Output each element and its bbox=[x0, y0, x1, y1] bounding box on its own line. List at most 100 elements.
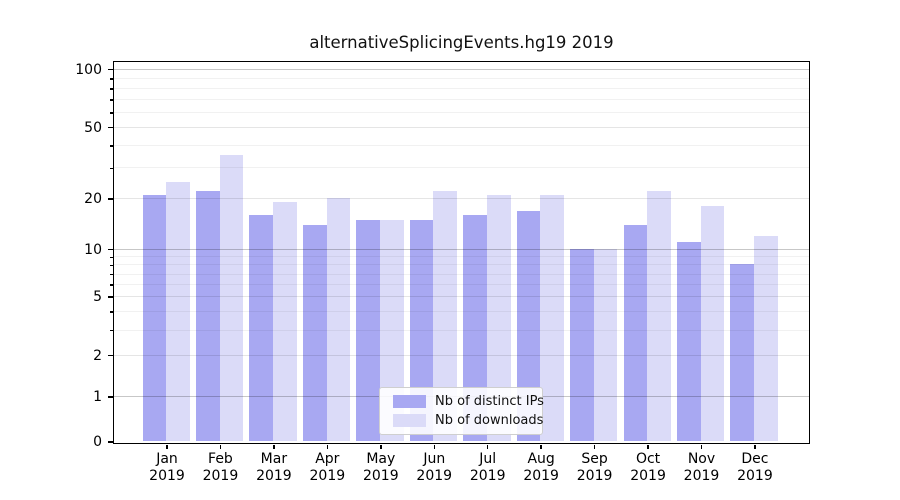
x-axis-tick-label-aug: Aug 2019 bbox=[509, 451, 573, 485]
x-axis-month-text: Apr bbox=[315, 451, 340, 467]
x-axis-tick-label-sep: Sep 2019 bbox=[563, 451, 627, 485]
y-axis-tick-label-20: 20 bbox=[84, 191, 102, 208]
chart-title: alternativeSplicingEvents.hg19 2019 bbox=[309, 33, 614, 52]
x-axis-year-text: 2019 bbox=[149, 468, 185, 484]
bar-may-ips bbox=[356, 219, 380, 442]
x-axis-tick-label-oct: Oct 2019 bbox=[616, 451, 680, 485]
gridline-50 bbox=[114, 126, 809, 128]
y-axis-minor-tick-80 bbox=[110, 88, 113, 90]
y-axis-minor-tick-40 bbox=[110, 145, 113, 147]
y-axis-tick-100 bbox=[108, 68, 113, 71]
y-axis-minor-tick-4 bbox=[110, 311, 113, 313]
gridline-10 bbox=[114, 248, 809, 250]
plot-area: Nb of distinct IPs Nb of downloads bbox=[113, 61, 810, 444]
x-axis-month-text: Jan bbox=[156, 451, 178, 467]
x-axis-tick-feb bbox=[219, 444, 222, 449]
x-axis-tick-mar bbox=[273, 444, 275, 449]
gridline-minor-90 bbox=[114, 77, 809, 79]
x-axis-tick-sep bbox=[593, 444, 596, 449]
x-axis-month-text: Mar bbox=[260, 451, 288, 467]
gridline-minor-7 bbox=[114, 273, 809, 275]
gridline-minor-4 bbox=[114, 311, 809, 312]
x-axis-month-text: Feb bbox=[208, 451, 233, 467]
x-axis-tick-may bbox=[380, 444, 382, 449]
x-axis-year-text: 2019 bbox=[362, 468, 399, 484]
gridline-100 bbox=[114, 68, 809, 70]
x-axis-tick-oct bbox=[647, 444, 649, 449]
x-axis-year-text: 2019 bbox=[309, 468, 346, 484]
y-axis-tick-label-50: 50 bbox=[84, 119, 102, 136]
x-axis-tick-dec bbox=[754, 444, 756, 449]
y-axis-minor-tick-3 bbox=[110, 329, 113, 332]
bar-may-downloads bbox=[380, 219, 404, 442]
x-axis-month-text: Aug bbox=[527, 451, 555, 467]
bar-oct-downloads bbox=[647, 191, 671, 442]
y-axis-minor-tick-90 bbox=[110, 78, 113, 80]
gridline-minor-6 bbox=[114, 284, 809, 286]
gridline-minor-60 bbox=[114, 111, 809, 113]
y-axis-tick-50 bbox=[108, 126, 113, 129]
legend-row-distinct-ips: Nb of distinct IPs bbox=[380, 393, 544, 409]
gridline-minor-9 bbox=[114, 256, 809, 258]
gridline-minor-3 bbox=[114, 329, 809, 331]
x-axis-tick-label-feb: Feb 2019 bbox=[188, 451, 252, 485]
x-axis-tick-label-dec: Dec 2019 bbox=[723, 451, 787, 485]
x-axis-month-text: Nov bbox=[687, 451, 716, 467]
x-axis-tick-label-apr: Apr 2019 bbox=[295, 451, 359, 485]
bar-aug-ips bbox=[516, 210, 541, 442]
y-axis-minor-tick-8 bbox=[110, 264, 113, 267]
bar-nov-ips bbox=[677, 242, 701, 442]
bar-apr-ips bbox=[302, 224, 327, 442]
y-axis-minor-tick-9 bbox=[110, 256, 113, 259]
y-axis-minor-tick-60 bbox=[110, 112, 113, 114]
x-axis-tick-label-nov: Nov 2019 bbox=[670, 451, 734, 485]
x-axis-tick-label-mar: Mar 2019 bbox=[242, 451, 306, 485]
bar-jun-downloads bbox=[433, 191, 458, 442]
x-axis-year-text: 2019 bbox=[469, 468, 506, 484]
x-axis-month-text: Sep bbox=[581, 451, 608, 467]
x-axis-tick-label-jul: Jul 2019 bbox=[456, 451, 520, 485]
x-axis-tick-label-jan: Jan 2019 bbox=[135, 451, 199, 485]
bar-dec-ips bbox=[730, 264, 755, 442]
y-axis-tick-10 bbox=[108, 248, 113, 251]
y-axis-minor-tick-7 bbox=[110, 273, 113, 276]
x-axis-month-text: Oct bbox=[635, 451, 661, 467]
bar-oct-ips bbox=[623, 224, 648, 442]
y-axis-tick-0 bbox=[108, 441, 113, 443]
bar-sep-downloads bbox=[593, 248, 618, 442]
bar-jul-ips bbox=[463, 215, 487, 442]
y-axis-minor-tick-70 bbox=[110, 99, 113, 101]
bar-jan-downloads bbox=[166, 181, 190, 442]
x-axis-tick-label-may: May 2019 bbox=[349, 451, 413, 485]
legend-label-distinct-ips: Nb of distinct IPs bbox=[435, 393, 544, 409]
legend-label-downloads: Nb of downloads bbox=[435, 412, 544, 428]
bar-jul-downloads bbox=[486, 194, 511, 442]
gridline-20 bbox=[114, 198, 809, 200]
bar-jan-ips bbox=[142, 194, 167, 442]
bar-feb-downloads bbox=[219, 155, 244, 442]
x-axis-tick-aug bbox=[540, 444, 542, 449]
x-axis-tick-apr bbox=[326, 444, 329, 449]
x-axis-year-text: 2019 bbox=[630, 468, 666, 484]
y-axis-tick-label-5: 5 bbox=[93, 289, 102, 306]
bar-dec-downloads bbox=[754, 235, 778, 442]
y-axis-tick-1 bbox=[108, 396, 113, 398]
x-axis-month-text: May bbox=[366, 451, 396, 467]
x-axis-year-text: 2019 bbox=[202, 468, 239, 484]
gridline-5 bbox=[114, 296, 809, 298]
gridline-minor-70 bbox=[114, 99, 809, 101]
y-axis-tick-20 bbox=[108, 198, 113, 200]
y-axis-tick-5 bbox=[108, 296, 113, 298]
bar-nov-downloads bbox=[700, 206, 725, 442]
bar-aug-downloads bbox=[540, 194, 565, 442]
bar-sep-ips bbox=[570, 248, 594, 442]
y-axis-tick-2 bbox=[108, 354, 113, 357]
y-axis-minor-tick-6 bbox=[110, 284, 113, 286]
bar-jun-ips bbox=[409, 219, 434, 442]
gridline-2 bbox=[114, 354, 809, 356]
legend: Nb of distinct IPs Nb of downloads bbox=[379, 387, 544, 435]
y-axis-minor-tick-30 bbox=[110, 167, 113, 170]
y-axis-tick-label-1: 1 bbox=[93, 388, 102, 405]
gridline-minor-8 bbox=[114, 264, 809, 266]
